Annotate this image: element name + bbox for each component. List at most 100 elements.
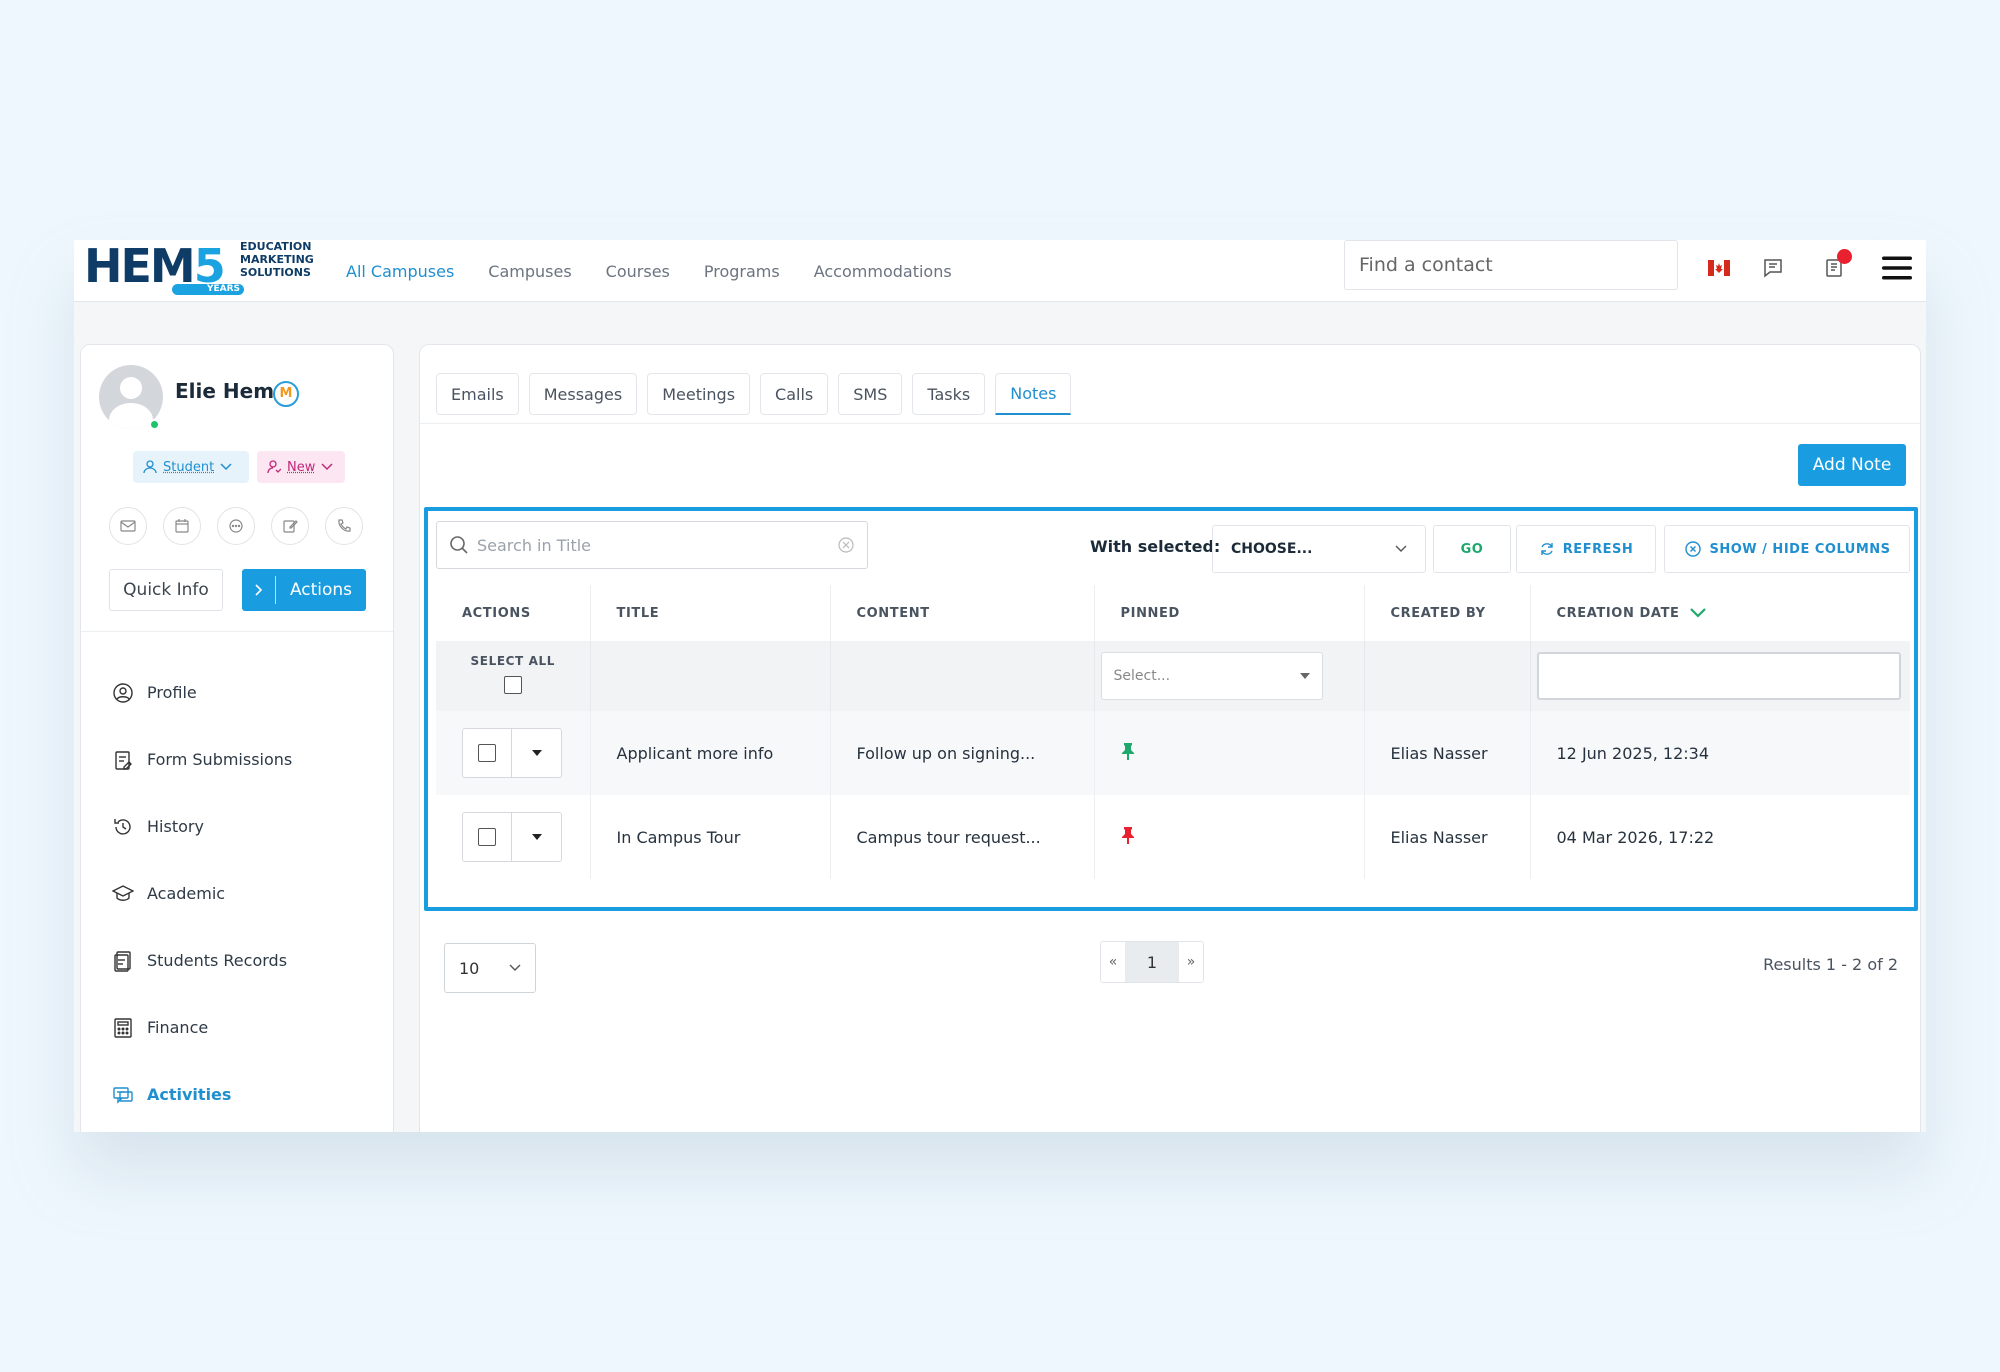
canada-flag-icon[interactable]	[1704, 253, 1734, 283]
per-page-select[interactable]: 10	[444, 943, 536, 993]
search-box	[436, 521, 868, 569]
activity-tabs: Emails Messages Meetings Calls SMS Tasks…	[436, 373, 1072, 415]
caret-down-icon	[531, 834, 542, 840]
sidebar-item-students-records[interactable]: Students Records	[111, 927, 292, 994]
chat-bubble-icon[interactable]	[217, 507, 255, 545]
actions-button[interactable]: Actions	[242, 569, 366, 611]
graduation-cap-icon	[111, 882, 135, 906]
calculator-icon	[111, 1016, 135, 1040]
clear-search-icon[interactable]	[837, 536, 855, 554]
row-checkbox[interactable]	[478, 828, 496, 846]
row-actions-dropdown[interactable]	[512, 729, 561, 777]
tab-emails[interactable]: Emails	[436, 373, 519, 415]
chevron-right-icon	[242, 576, 276, 604]
close-circle-icon	[1684, 541, 1701, 557]
select-all-checkbox[interactable]	[503, 676, 522, 694]
calendar-icon[interactable]	[163, 507, 201, 545]
next-page-button[interactable]: »	[1179, 942, 1203, 982]
tab-tasks[interactable]: Tasks	[912, 373, 986, 415]
creation-date-filter-input[interactable]	[1536, 652, 1901, 700]
note-title[interactable]: In Campus Tour	[590, 795, 831, 879]
sort-desc-icon[interactable]	[1689, 607, 1707, 619]
nav-all-campuses[interactable]: All Campuses	[346, 261, 455, 281]
quick-info-button[interactable]: Quick Info	[109, 569, 223, 611]
chevron-down-icon	[220, 463, 232, 471]
nav-courses[interactable]: Courses	[605, 261, 670, 281]
table-row[interactable]: Applicant more info Follow up on signing…	[436, 711, 1910, 795]
bulk-action-select[interactable]: CHOOSE...	[1212, 525, 1426, 573]
find-contact-input[interactable]	[1344, 240, 1678, 290]
hem5-logo[interactable]: HEM5 EDUCATION MARKETING SOLUTIONS YEARS	[84, 240, 314, 296]
pagination: « 1 »	[1100, 941, 1204, 983]
caret-down-icon	[1299, 673, 1310, 679]
pin-icon[interactable]	[1121, 742, 1135, 760]
user-status-icon	[267, 460, 281, 474]
row-checkbox[interactable]	[478, 744, 496, 762]
show-hide-columns-button[interactable]: SHOW / HIDE COLUMNS	[1664, 525, 1910, 573]
messages-icon[interactable]	[1758, 253, 1788, 283]
row-actions-dropdown[interactable]	[512, 813, 561, 861]
student-tag[interactable]: Student	[133, 451, 249, 483]
refresh-button[interactable]: REFRESH	[1516, 525, 1656, 573]
logo-five: 5	[193, 240, 226, 293]
contact-name: Elie Hem	[175, 379, 275, 403]
select-all-label: SELECT ALL	[470, 654, 555, 668]
page-1-button[interactable]: 1	[1125, 942, 1179, 982]
app-window: HEM5 EDUCATION MARKETING SOLUTIONS YEARS…	[74, 240, 1926, 1132]
sidebar-item-history[interactable]: History	[111, 793, 292, 860]
profile-icon	[111, 681, 135, 705]
edit-icon[interactable]	[271, 507, 309, 545]
tab-sms[interactable]: SMS	[838, 373, 903, 415]
table-header-row: ACTIONS TITLE CONTENT PINNED CREATED BY …	[436, 585, 1910, 641]
sidebar-item-finance[interactable]: Finance	[111, 994, 292, 1061]
user-icon	[143, 460, 157, 474]
col-content-header[interactable]: CONTENT	[830, 585, 1095, 641]
caret-down-icon	[531, 750, 542, 756]
note-title[interactable]: Applicant more info	[590, 711, 831, 795]
phone-icon[interactable]	[325, 507, 363, 545]
note-created-by: Elias Nasser	[1364, 795, 1531, 879]
tab-meetings[interactable]: Meetings	[647, 373, 751, 415]
note-created-by: Elias Nasser	[1364, 711, 1531, 795]
refresh-icon	[1541, 543, 1553, 555]
sidebar-item-academic[interactable]: Academic	[111, 860, 292, 927]
add-note-button[interactable]: Add Note	[1798, 444, 1906, 486]
tab-messages[interactable]: Messages	[528, 373, 638, 415]
col-creation-date-header[interactable]: CREATION DATE	[1530, 585, 1910, 641]
nav-programs[interactable]: Programs	[703, 261, 780, 281]
col-created-by-header[interactable]: CREATED BY	[1364, 585, 1531, 641]
activities-panel: Emails Messages Meetings Calls SMS Tasks…	[419, 344, 1921, 1132]
sidebar-item-activities[interactable]: Activities	[111, 1061, 292, 1128]
col-title-header[interactable]: TITLE	[590, 585, 831, 641]
pin-icon[interactable]	[1121, 826, 1135, 844]
nav-campuses[interactable]: Campuses	[488, 261, 572, 281]
hamburger-menu-icon[interactable]	[1882, 253, 1912, 283]
tab-calls[interactable]: Calls	[760, 373, 829, 415]
go-button[interactable]: GO	[1433, 525, 1511, 573]
table-row[interactable]: In Campus Tour Campus tour request... El…	[436, 795, 1910, 879]
prev-page-button[interactable]: «	[1101, 942, 1125, 982]
search-title-input[interactable]	[477, 535, 829, 555]
pinned-filter-select[interactable]: Select...	[1100, 652, 1323, 700]
logo-hem: HEM	[84, 240, 196, 293]
row-actions-control	[462, 728, 562, 778]
chevron-down-icon	[509, 964, 521, 971]
email-icon[interactable]	[109, 507, 147, 545]
sidebar-item-profile[interactable]: Profile	[111, 659, 292, 726]
notifications-icon[interactable]	[1820, 249, 1852, 283]
search-icon	[450, 536, 468, 554]
top-navbar: HEM5 EDUCATION MARKETING SOLUTIONS YEARS…	[74, 240, 1926, 302]
notification-dot	[1837, 249, 1852, 264]
records-icon	[111, 949, 135, 973]
avatar[interactable]	[99, 365, 163, 429]
chevron-down-icon	[321, 463, 333, 471]
form-icon	[111, 748, 135, 772]
tab-notes[interactable]: Notes	[995, 373, 1072, 415]
sidebar-item-form-submissions[interactable]: Form Submissions	[111, 726, 292, 793]
logo-years: YEARS	[172, 284, 244, 295]
col-pinned-header[interactable]: PINNED	[1094, 585, 1365, 641]
history-icon	[111, 815, 135, 839]
nav-accommodations[interactable]: Accommodations	[813, 261, 952, 281]
status-tag[interactable]: New	[257, 451, 345, 483]
row-actions-control	[462, 812, 562, 862]
